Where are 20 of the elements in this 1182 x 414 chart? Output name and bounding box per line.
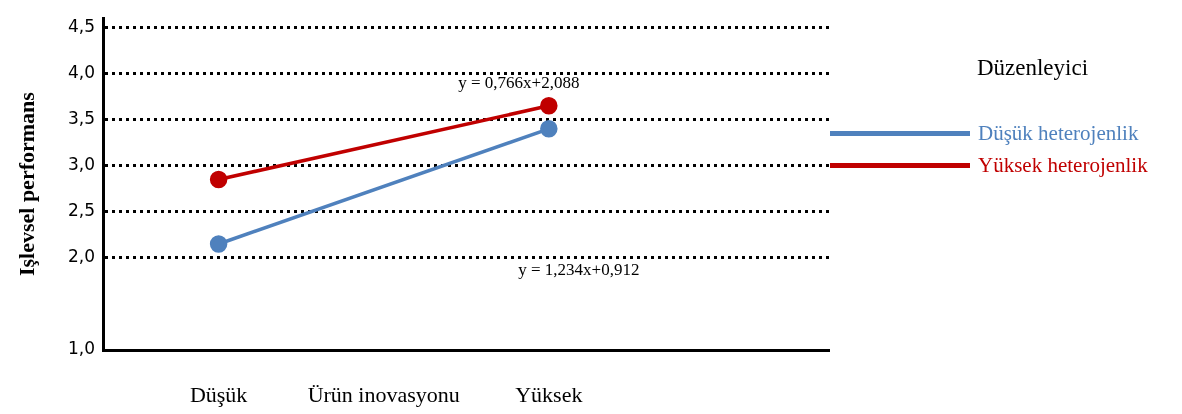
point <box>540 97 558 115</box>
x-tick-label: Yüksek <box>515 381 583 407</box>
annotation: y = 0,766x+2,088 <box>458 72 580 92</box>
y-axis-title: Işlevsel performans <box>13 91 39 277</box>
annotation: y = 1,234x+0,912 <box>518 259 640 279</box>
point <box>540 120 558 138</box>
y-tick-label: 4,5 <box>67 15 96 36</box>
text: Yüksek heterojenlik <box>978 152 1148 178</box>
x-tick-label: Düşük <box>189 381 248 407</box>
legend-title: Düzenleyici <box>975 55 1090 81</box>
x-axis-title: Ürün inovasyonu <box>307 381 460 407</box>
point <box>209 170 228 189</box>
text: Düşük heterojenlik <box>978 120 1139 146</box>
y-tick-label: 3,5 <box>67 108 96 129</box>
point <box>209 235 228 253</box>
y-tick-label: 4,0 <box>67 61 96 82</box>
y-tick-label: 3,0 <box>67 154 96 175</box>
y-tick-label: 2,0 <box>67 246 96 267</box>
y-tick-label: 2,5 <box>67 200 96 221</box>
y-tick-label: 1,0 <box>67 338 96 359</box>
